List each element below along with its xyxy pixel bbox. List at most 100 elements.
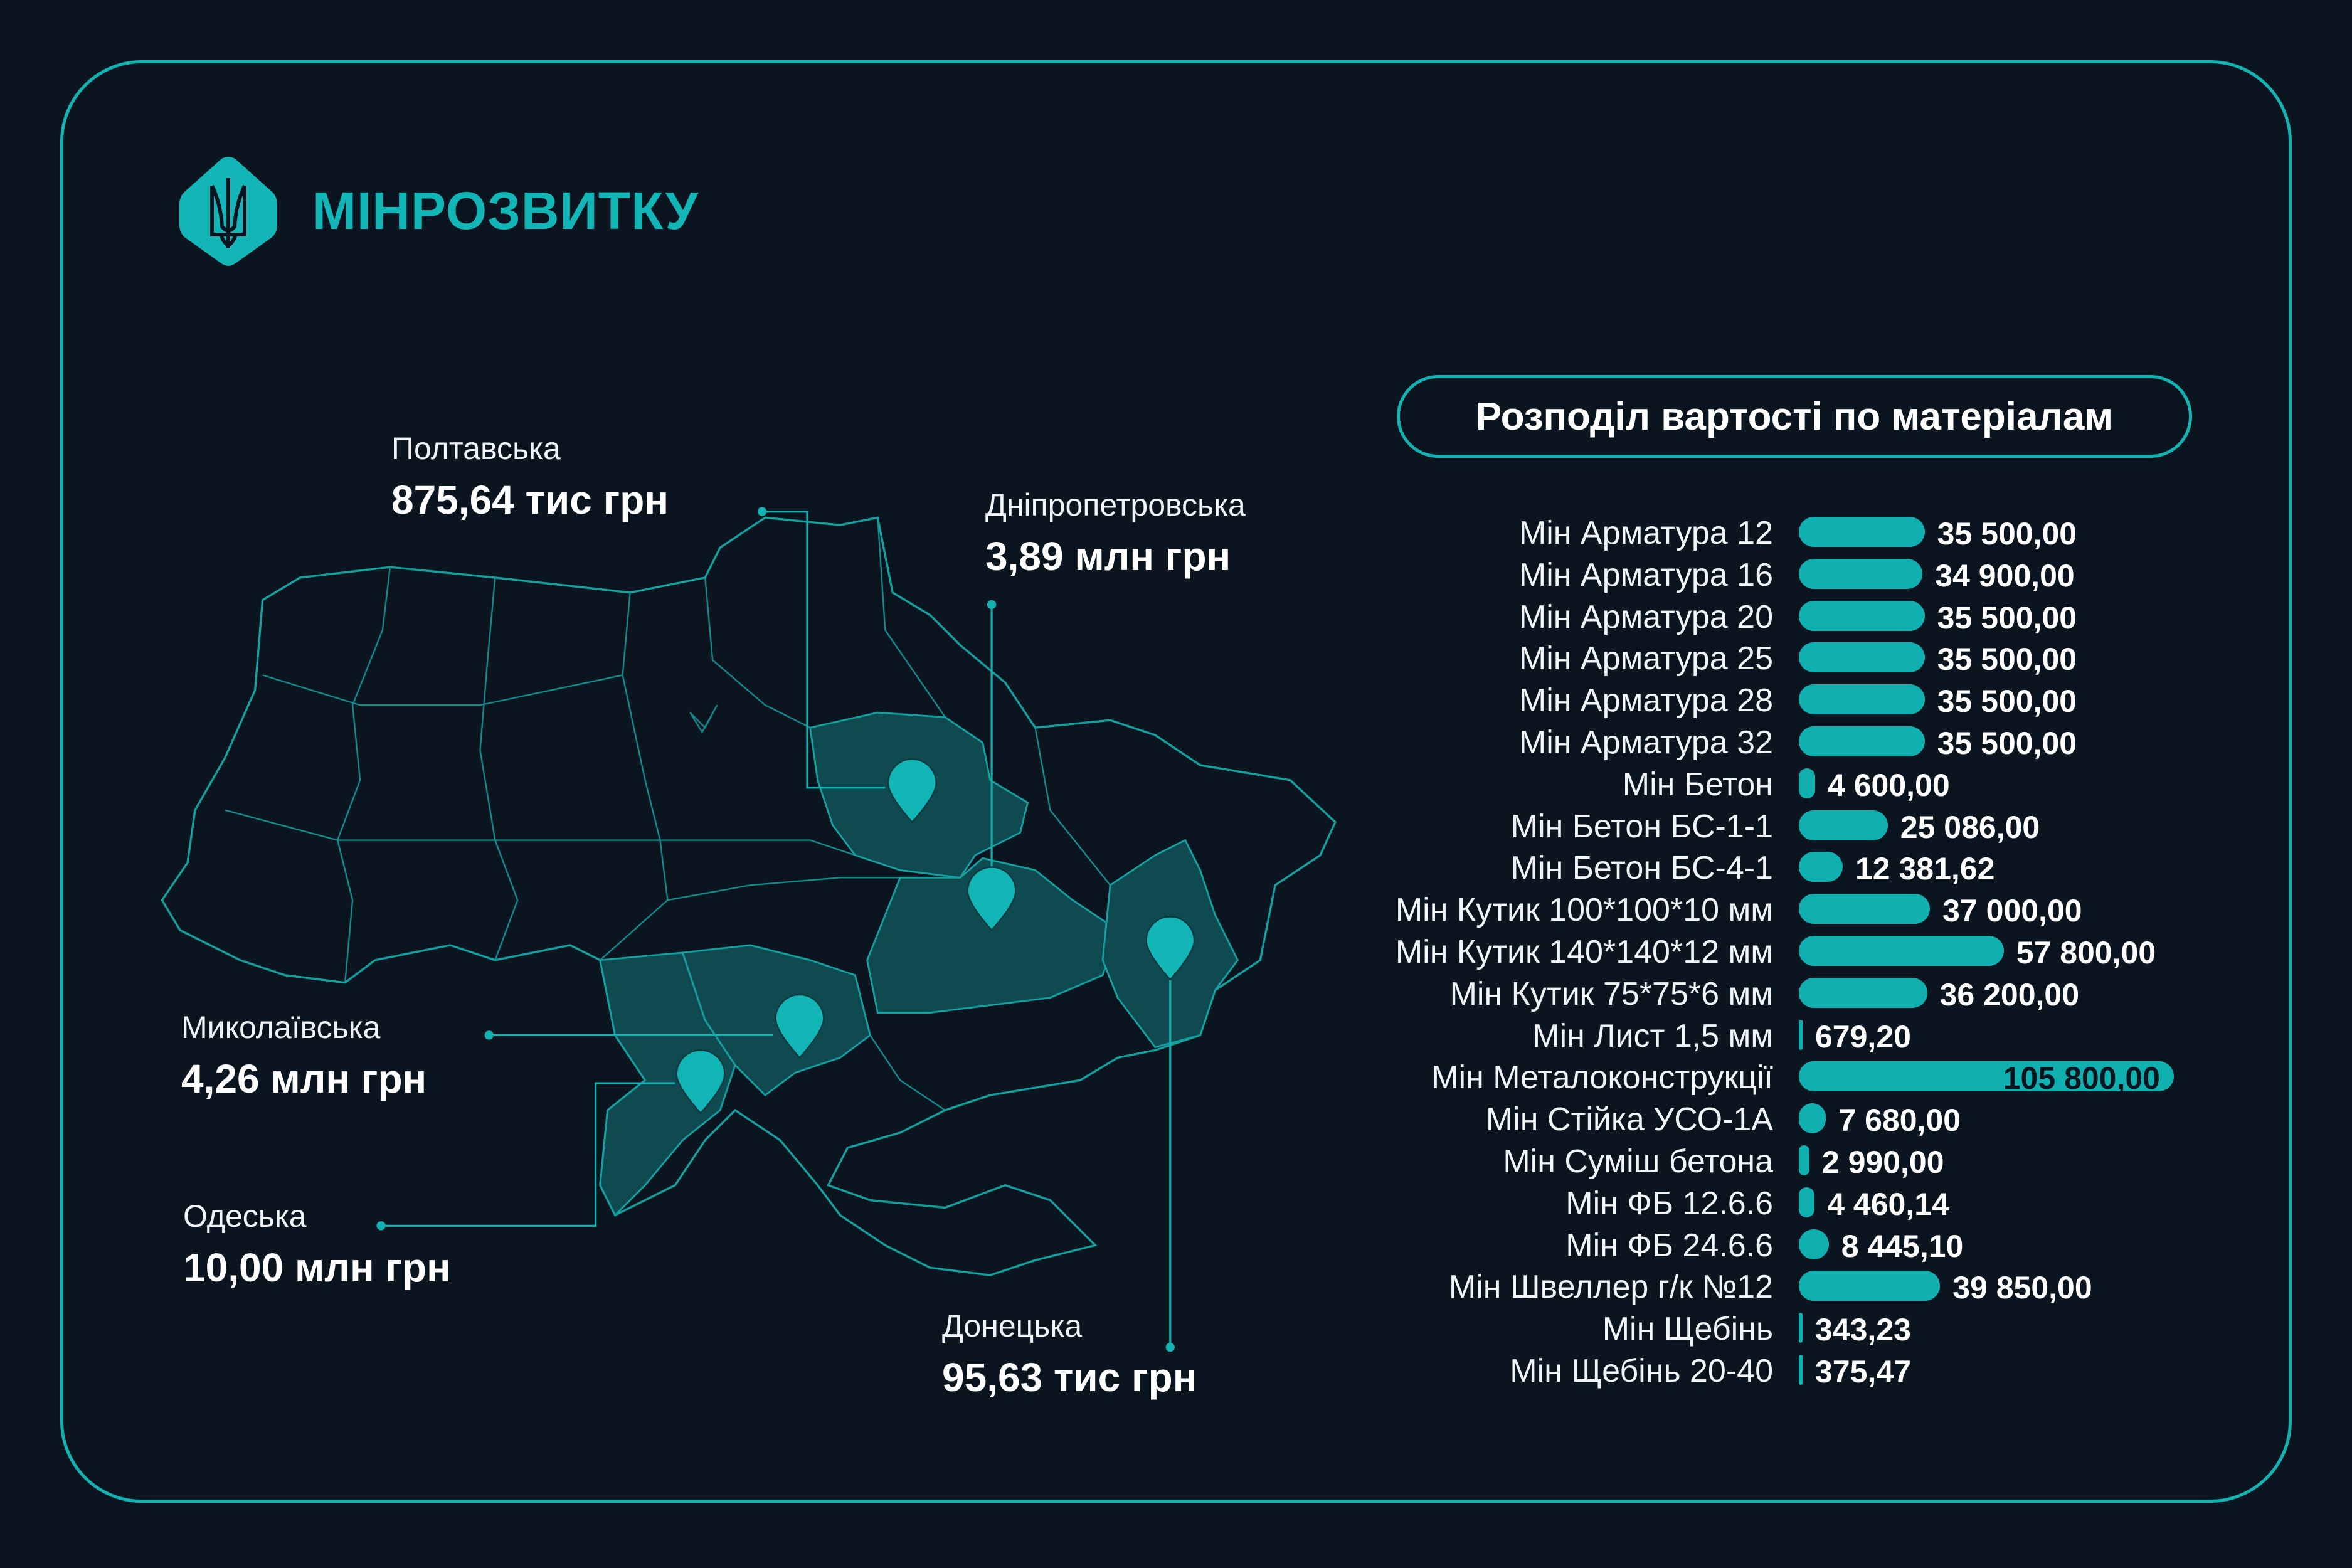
bar-value-label: 35 500,00 xyxy=(1937,684,2077,719)
bar-row: Мін Арматура 25 35 500,00 xyxy=(0,636,2258,677)
bar xyxy=(1799,1145,1809,1175)
bar-label: Мін Бетон БС-1-1 xyxy=(1510,808,1773,845)
bar-row: Мін Арматура 32 35 500,00 xyxy=(0,720,2258,761)
bar-value-label: 12 381,62 xyxy=(1855,851,1995,887)
bar xyxy=(1799,684,1925,715)
bar-value-label: 375,47 xyxy=(1815,1354,1911,1389)
bar-label: Мін Арматура 28 xyxy=(1518,682,1773,719)
bar-value-label: 35 500,00 xyxy=(1937,600,2077,635)
region-label-donetska: Донецька xyxy=(942,1308,1083,1343)
bar-value-label: 35 500,00 xyxy=(1937,726,2077,761)
bar-label: Мін Лист 1,5 мм xyxy=(1532,1017,1773,1054)
region-label-poltavska: Полтавська xyxy=(391,431,561,466)
bar-label: Мін Щебінь 20-40 xyxy=(1510,1353,1773,1389)
chart-title: Розподіл вартості по матеріалам xyxy=(1397,375,2192,458)
bar-value-label: 39 850,00 xyxy=(1952,1270,2092,1306)
bar-value-label: 7 680,00 xyxy=(1838,1103,1961,1138)
bar-label: Мін Щебінь xyxy=(1602,1311,1773,1348)
trident-hexagon-icon xyxy=(179,157,277,266)
bar-row: Мін Арматура 20 35 500,00 xyxy=(0,595,2258,636)
bar-value-label: 35 500,00 xyxy=(1937,642,2077,677)
bar-row: Мін Кутик 140*140*12 мм 57 800,00 xyxy=(0,930,2258,971)
bar xyxy=(1799,1019,1803,1050)
bar-value-label: 2 990,00 xyxy=(1821,1145,1944,1180)
bar-label: Мін Арматура 12 xyxy=(1518,515,1773,551)
bar-value-label: 679,20 xyxy=(1815,1019,1911,1054)
bar xyxy=(1799,1061,2174,1092)
region-label-dnipropetrovska: Дніпропетровська xyxy=(985,487,1246,522)
bar-label: Мін Кутик 75*75*6 мм xyxy=(1449,975,1773,1012)
bar-value-label: 57 800,00 xyxy=(2016,935,2156,970)
bar xyxy=(1799,1103,1826,1134)
bar xyxy=(1799,1271,1941,1301)
bar-label: Мін Кутик 140*140*12 мм xyxy=(1395,934,1773,970)
leader-poltavska xyxy=(762,511,886,789)
bar-row: Мін Кутик 75*75*6 мм 36 200,00 xyxy=(0,972,2258,1013)
bar-value-label: 8 445,10 xyxy=(1841,1228,1964,1264)
bar-row: Мін Арматура 28 35 500,00 xyxy=(0,678,2258,719)
bar-row: Мін Кутик 100*100*10 мм 37 000,00 xyxy=(0,887,2258,929)
leader-odeska xyxy=(381,1082,675,1227)
bar-row: Мін Арматура 16 34 900,00 xyxy=(0,553,2258,594)
bar xyxy=(1799,642,1925,673)
bar xyxy=(1799,768,1815,798)
bar-value-label: 4 460,14 xyxy=(1827,1186,1949,1222)
bar xyxy=(1799,600,1925,631)
bar-row: Мін Арматура 12 35 500,00 xyxy=(0,511,2258,552)
region-value-mykolaivska: 4,26 млн грн xyxy=(181,1056,427,1101)
bar-row: Мін Швеллер г/к №12 39 850,00 xyxy=(0,1264,2258,1306)
bar-label: Мін Металоконструкції xyxy=(1431,1059,1773,1096)
bar-label: Мін Арматура 32 xyxy=(1518,724,1773,761)
bar xyxy=(1799,1355,1803,1385)
pin-poltavska-icon xyxy=(887,758,937,824)
bar xyxy=(1799,936,2004,966)
region-value-poltavska: 875,64 тис грн xyxy=(391,477,669,522)
bar-row: Мін Лист 1,5 мм 679,20 xyxy=(0,1014,2258,1055)
region-label-odeska: Одеська xyxy=(183,1199,307,1234)
bar xyxy=(1799,1229,1829,1259)
bar-row: Мін ФБ 12.6.6 4 460,14 xyxy=(0,1181,2258,1222)
region-value-odeska: 10,00 млн грн xyxy=(183,1245,451,1290)
bar-value-label: 37 000,00 xyxy=(1942,893,2082,929)
bar-label: Мін ФБ 24.6.6 xyxy=(1565,1227,1773,1264)
bar-row: Мін Суміш бетона 2 990,00 xyxy=(0,1139,2258,1180)
bar-value-label: 35 500,00 xyxy=(1937,516,2077,551)
bar xyxy=(1799,558,1923,589)
bar-row: Мін Щебінь 343,23 xyxy=(0,1306,2258,1348)
bar xyxy=(1799,1187,1815,1217)
bar-label: Мін Швеллер г/к №12 xyxy=(1448,1269,1773,1306)
bar-value-label: 343,23 xyxy=(1815,1312,1911,1348)
region-value-donetska: 95,63 тис грн xyxy=(942,1355,1197,1400)
bar-row: Мін Стійка УСО-1А 7 680,00 xyxy=(0,1097,2258,1138)
bar-row: Мін Бетон БС-1-1 25 086,00 xyxy=(0,804,2258,845)
bar-value-label: 4 600,00 xyxy=(1828,767,1950,803)
pin-donetska-icon xyxy=(1145,916,1195,981)
bar-row: Мін Бетон БС-4-1 12 381,62 xyxy=(0,845,2258,887)
bar-label: Мін Арматура 16 xyxy=(1518,556,1773,593)
bar-label: Мін ФБ 12.6.6 xyxy=(1565,1185,1773,1222)
bar xyxy=(1799,852,1843,882)
bar-label: Мін Кутик 100*100*10 мм xyxy=(1395,892,1773,929)
pin-dnipropetrovska-icon xyxy=(967,866,1017,931)
pin-odeska-icon xyxy=(675,1049,726,1115)
bar-label: Мін Арматура 20 xyxy=(1518,598,1773,635)
bar-value-label: 105 800,00 xyxy=(2003,1061,2160,1096)
bar-value-label: 36 200,00 xyxy=(1939,977,2080,1012)
bar-label: Мін Бетон xyxy=(1622,766,1773,803)
pin-mykolaivska-icon xyxy=(775,993,825,1059)
region-value-dnipropetrovska: 3,89 млн грн xyxy=(985,534,1231,579)
card-frame xyxy=(60,60,2292,1503)
bar-row: Мін Щебінь 20-40 375,47 xyxy=(0,1348,2258,1390)
bar-label: Мін Арматура 25 xyxy=(1518,640,1773,677)
bar-value-label: 25 086,00 xyxy=(1900,809,2040,845)
bar xyxy=(1799,810,1888,840)
bar-label: Мін Бетон БС-4-1 xyxy=(1510,850,1773,887)
region-label-mykolaivska: Миколаївська xyxy=(181,1010,381,1045)
bar-row: Мін Металоконструкції 105 800,00 xyxy=(0,1055,2258,1096)
bar-value-label: 34 900,00 xyxy=(1935,558,2075,593)
bar xyxy=(1799,894,1931,924)
bar xyxy=(1799,517,1925,547)
brand-name: МІНРОЗВИТКУ xyxy=(312,181,699,240)
bar-row: Мін ФБ 24.6.6 8 445,10 xyxy=(0,1223,2258,1264)
